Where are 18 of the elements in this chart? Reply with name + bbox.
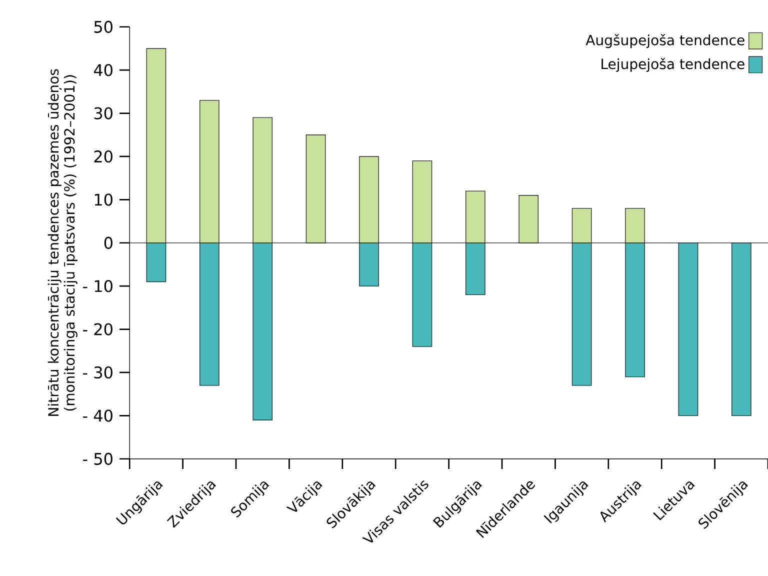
y-tick-label: 20 xyxy=(94,150,112,163)
y-tick-label: - 40 xyxy=(83,410,112,422)
y-tick-label: 0 xyxy=(104,236,112,249)
y-tick-label: - 30 xyxy=(83,366,112,379)
y-tick-label: - 10 xyxy=(83,280,112,292)
legend-label: Augšupejoša tendence xyxy=(586,34,744,48)
y-tick-label: 50 xyxy=(94,20,112,33)
bar xyxy=(518,195,539,244)
bar xyxy=(678,242,698,416)
y-tick-label: - 20 xyxy=(83,323,112,336)
y-tick-label: 40 xyxy=(94,64,112,76)
y-tick-label: 30 xyxy=(94,107,112,120)
y-tick-label: - 50 xyxy=(83,452,112,465)
y-tick-label: 10 xyxy=(94,194,112,206)
y-axis-title: Nitrātu koncentrāciju tendences pazemes ūdeņos (monitoringa staciju īpatsvars (%) (1992–2001)) xyxy=(48,69,78,416)
bar xyxy=(306,134,326,244)
bar xyxy=(731,242,752,416)
legend-label: Lejupejoša tendence xyxy=(602,58,744,72)
